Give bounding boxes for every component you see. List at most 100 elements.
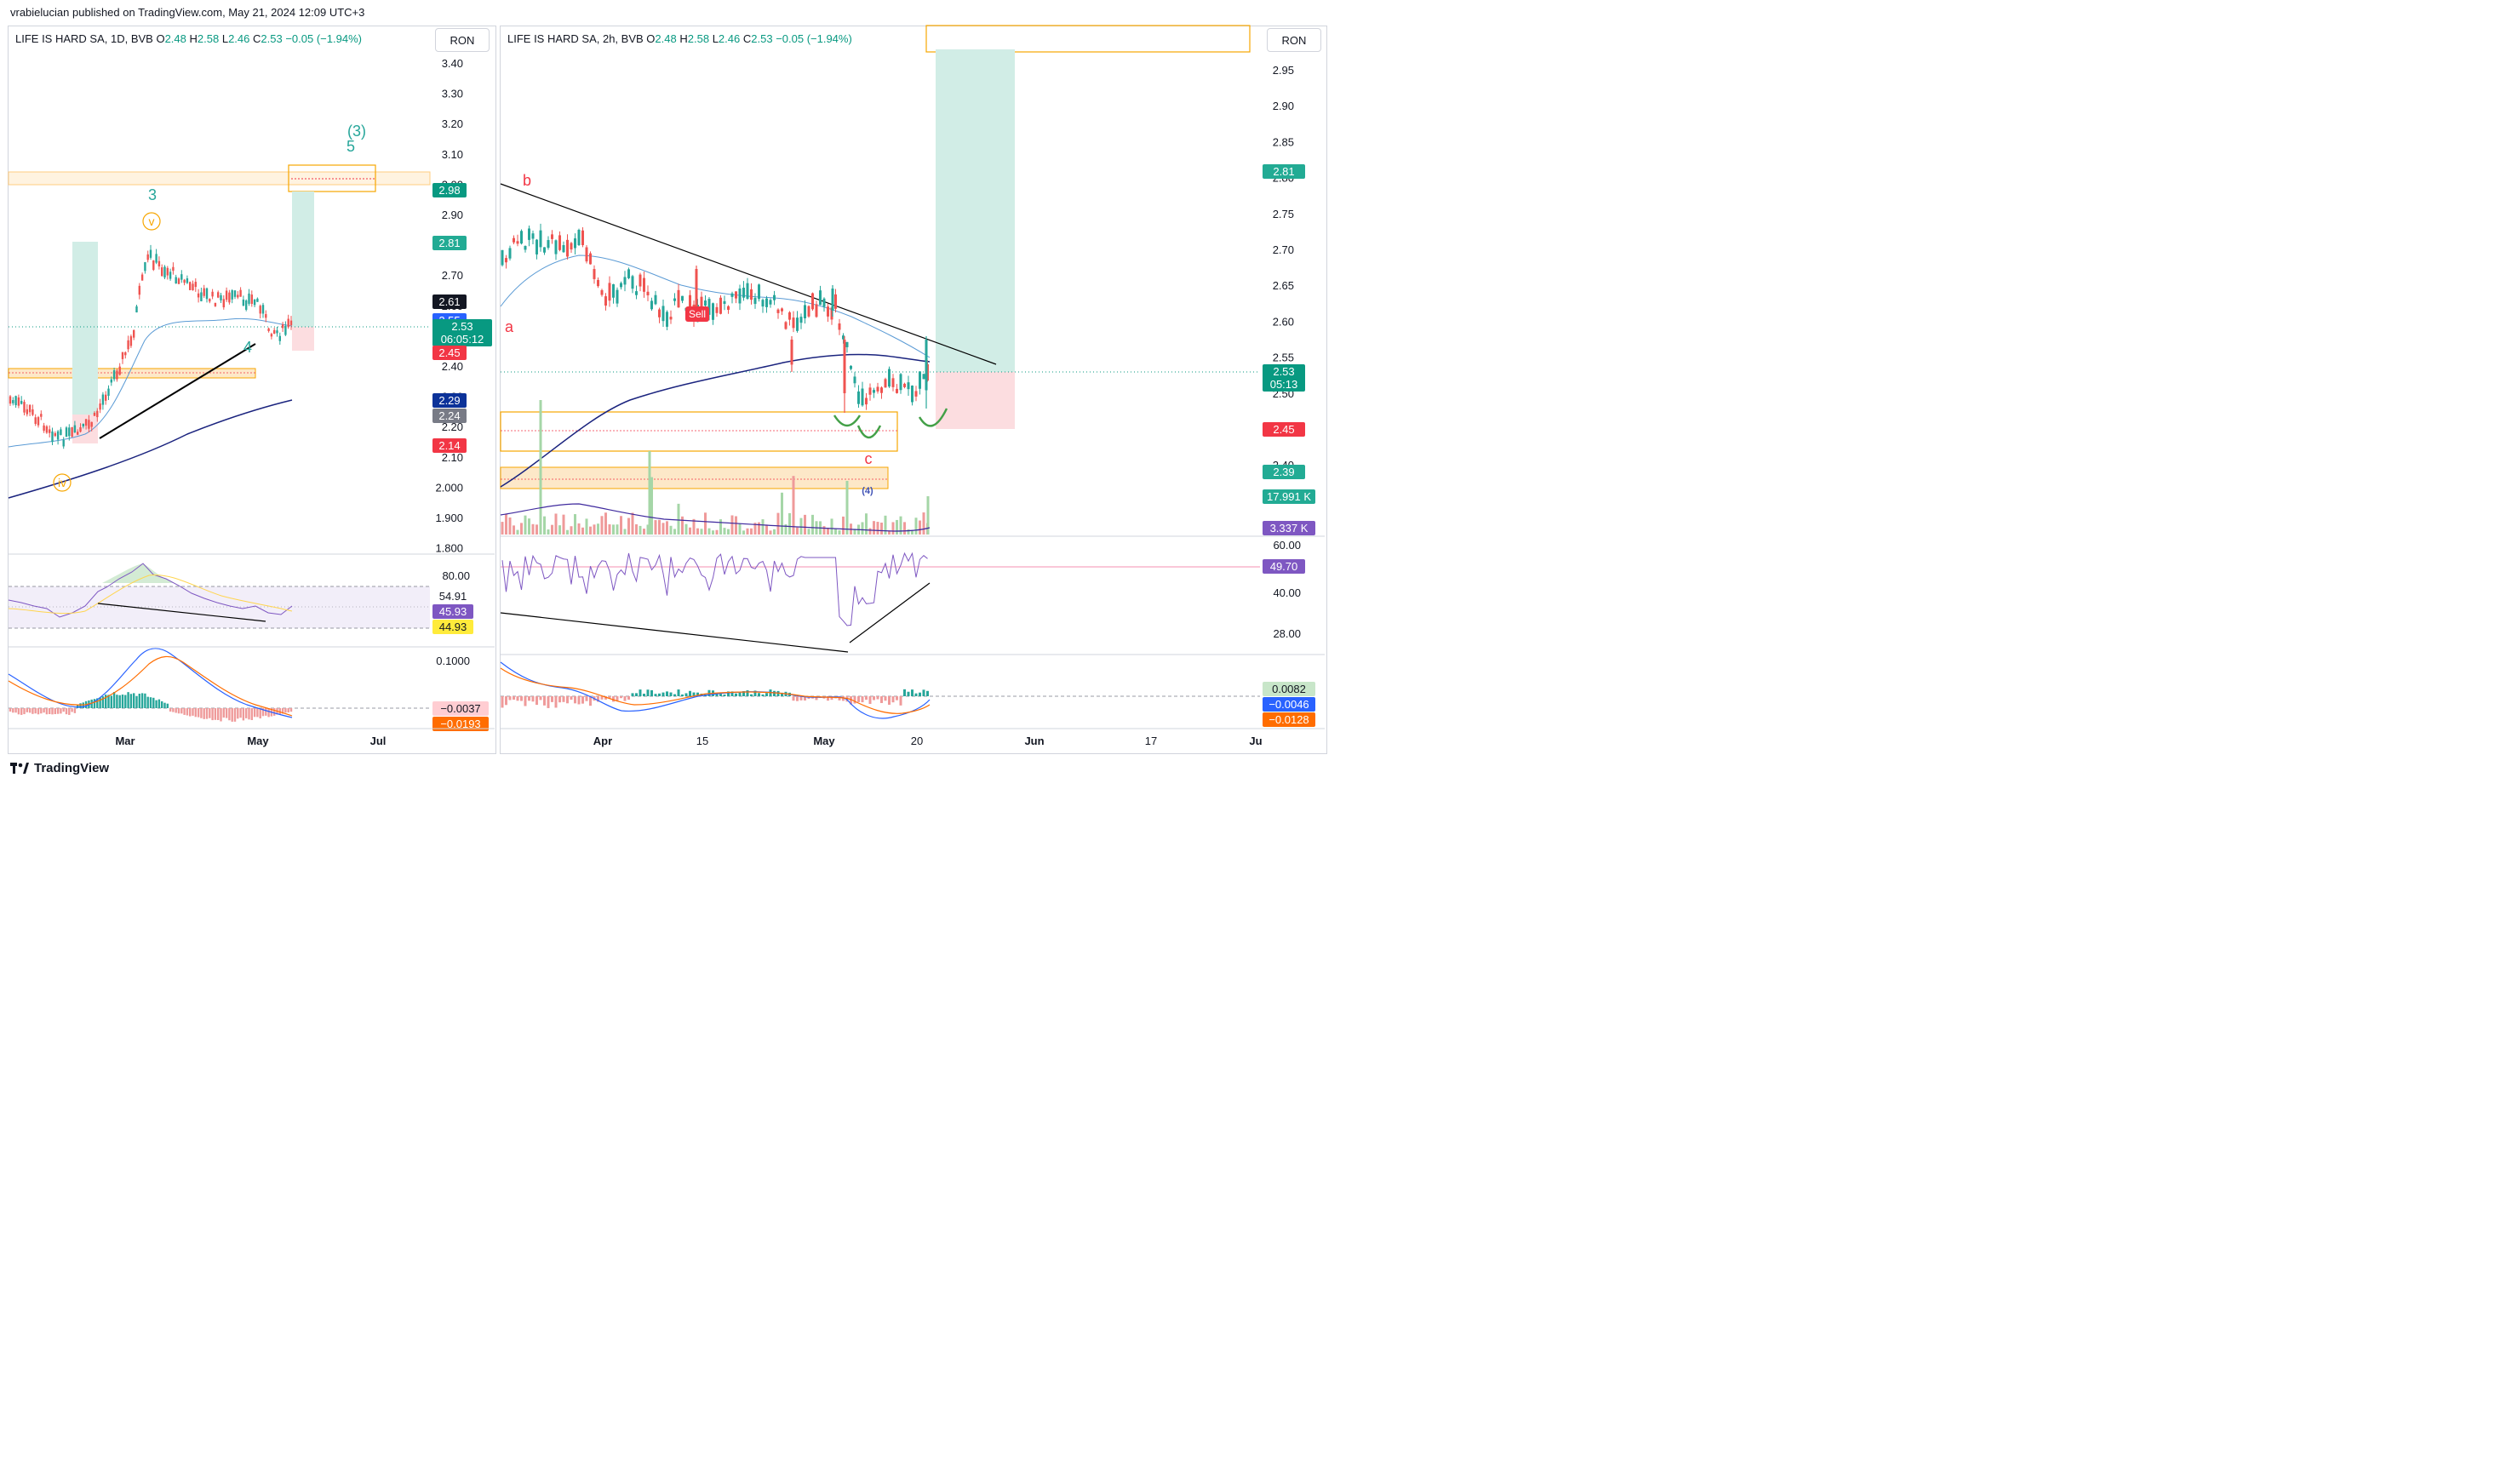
right-macd-bar	[723, 694, 726, 696]
right-macd-bar	[899, 696, 902, 706]
right-volume-bar	[799, 517, 803, 535]
right-candle-body	[677, 289, 680, 308]
left-macd-bar	[77, 704, 79, 708]
right-volume-bar	[719, 519, 722, 535]
footer-brand: TradingView	[34, 761, 110, 775]
right-x-label: Ju	[1249, 735, 1262, 747]
left-x-label-mar: Mar	[115, 735, 135, 747]
left-candle-body	[9, 396, 12, 404]
left-candle-body	[127, 340, 129, 350]
left-legend: LIFE IS HARD SA, 1D, BVB O2.48 H2.58 L2.…	[15, 32, 362, 45]
right-macd-bar	[868, 696, 872, 705]
right-macd-bar	[562, 696, 565, 702]
right-volume-bar	[776, 512, 780, 535]
right-macd-bar	[865, 696, 868, 700]
right-macd-bar	[919, 692, 921, 696]
right-volume-bar	[899, 516, 902, 535]
left-macd-badges: −0.0037 −0.0193	[432, 701, 489, 731]
right-volume-bar	[508, 517, 512, 535]
left-macd-bar	[112, 692, 116, 708]
left-price-badge-text: 2.81	[438, 237, 460, 249]
right-candle-body	[742, 288, 745, 298]
left-macd-bar	[189, 708, 192, 717]
left-macd-bar	[186, 708, 189, 716]
left-macd-bar	[194, 708, 197, 718]
left-macd-bar	[71, 708, 73, 712]
right-candle-body	[738, 288, 742, 304]
right-volume-bar	[574, 514, 576, 535]
left-macd-bar	[231, 708, 233, 722]
right-price-badge-text: 2.39	[1273, 466, 1294, 478]
left-currency-button[interactable]: RON	[435, 28, 490, 52]
right-time-axis: Apr 15 May 20 Jun 17 Ju	[593, 735, 1263, 747]
right-macd-bar	[513, 696, 515, 700]
right-volume-badge-text: 3.337 K	[1270, 522, 1309, 535]
left-macd-bar	[163, 702, 166, 708]
left-candle-body	[43, 425, 45, 432]
left-macd-bar	[17, 708, 20, 715]
right-volume-badge	[1263, 521, 1315, 535]
right-rsi-badges: 49.70	[1263, 559, 1305, 574]
right-macd-bar	[876, 696, 879, 700]
left-macd-bar	[43, 708, 45, 713]
left-macd-bar	[278, 708, 281, 714]
right-candle-body	[639, 274, 642, 287]
right-candle-spike-body	[843, 340, 846, 393]
left-macd-bar	[259, 708, 261, 719]
right-volume-bar	[704, 512, 707, 535]
right-volume-bar	[707, 528, 711, 535]
right-chart-frame	[500, 26, 1327, 754]
right-macd-bar	[508, 696, 512, 700]
left-candle-body	[28, 404, 32, 413]
right-candle-body	[585, 247, 588, 262]
right-volume-bar	[761, 519, 765, 535]
left-macd-bar	[239, 708, 242, 718]
left-candle-body	[12, 400, 14, 403]
right-candle-body	[888, 369, 891, 387]
left-macd-bar	[49, 708, 51, 715]
right-macd-bar	[612, 696, 615, 702]
left-macd-bar	[228, 708, 231, 721]
left-candle-body	[284, 325, 287, 335]
left-candle-body	[273, 329, 276, 335]
left-macd-bar	[34, 708, 37, 714]
left-price-tick: 1.800	[435, 542, 463, 555]
right-volume-bar	[597, 523, 599, 535]
left-price-badge-text: 2.24	[438, 409, 460, 422]
right-candle-body	[896, 388, 898, 393]
right-macd-bar	[907, 691, 910, 696]
left-candle-body	[71, 426, 73, 437]
right-volume-bar	[528, 518, 530, 535]
left-candle-body	[82, 423, 84, 426]
left-candle-body	[177, 278, 180, 284]
right-candle-body	[819, 290, 822, 306]
right-macd-badge-text: −0.0128	[1269, 713, 1309, 726]
left-macd-bar	[161, 700, 163, 708]
right-macd-bar	[631, 693, 634, 696]
right-macd-bar	[589, 696, 592, 706]
left-rsi-badge	[432, 620, 473, 634]
right-macd-bar	[815, 696, 818, 700]
left-candle-body	[124, 352, 127, 356]
right-candle-body	[750, 289, 753, 300]
right-candle-spike-body	[831, 289, 834, 311]
right-candle-body	[643, 277, 645, 292]
right-macd-bar	[776, 690, 780, 696]
right-volume-bar	[581, 527, 584, 535]
right-price-tick: 2.55	[1273, 352, 1294, 364]
left-macd-bar	[220, 708, 222, 722]
left-macd-bar	[138, 693, 140, 708]
right-rsi-tick-60: 60.00	[1273, 539, 1301, 552]
left-candle-body	[158, 260, 161, 266]
right-currency-button[interactable]: RON	[1267, 28, 1321, 52]
right-volume-bar	[753, 523, 757, 535]
right-volume-bar	[692, 518, 696, 535]
charts-canvas[interactable]: (3) 5 3 v 4 iv 3.403.303.203.103.002.902…	[0, 0, 1333, 784]
right-volume-bar	[658, 519, 661, 535]
left-candle-body	[237, 294, 239, 298]
right-volume-bar	[788, 512, 791, 535]
right-volume-bar	[792, 476, 795, 535]
right-volume-bar	[746, 528, 749, 535]
right-candle-body	[681, 295, 684, 301]
right-candle-body	[799, 317, 803, 323]
